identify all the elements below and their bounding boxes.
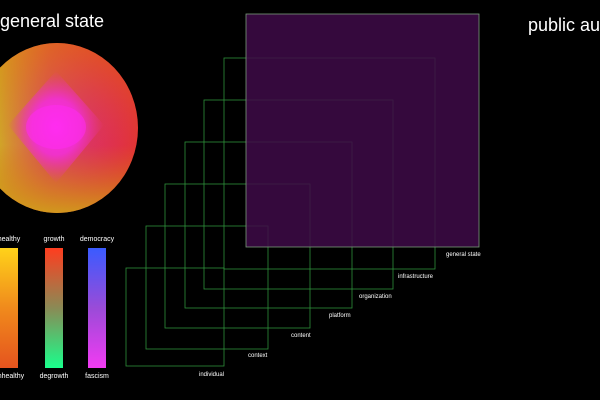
layer-box-general-state: [245, 13, 480, 248]
layer-box-content: [164, 183, 311, 329]
layer-label-infrastructure: infrastructure: [398, 274, 434, 280]
layer-label-individual: individual: [199, 372, 224, 378]
health-gradient-bar: [0, 248, 18, 368]
layer-label-context: context: [248, 353, 268, 359]
democracy-gradient-bar: [88, 248, 106, 368]
scale-bottom-label: unhealthy: [0, 373, 25, 380]
scale-top-label: democracy: [79, 236, 115, 243]
layer-label-content: content: [291, 333, 311, 339]
layer-box-context: [145, 225, 269, 350]
general-state-title: general state: [0, 11, 105, 31]
public-au-title: public au: [528, 15, 600, 35]
layer-label-organization: organization: [359, 294, 392, 300]
scale-top-label: growth: [43, 236, 65, 243]
scale-bottom-label: fascism: [85, 373, 109, 380]
layer-label-platform: platform: [329, 313, 351, 319]
general-state-indicator: [0, 43, 138, 213]
scale-bottom-label: degrowth: [39, 373, 69, 380]
growth-gradient-bar: [45, 248, 63, 368]
layer-label-general-state: general state: [446, 252, 481, 258]
layer-box-individual: [125, 267, 225, 367]
scale-top-label: healthy: [0, 236, 21, 243]
